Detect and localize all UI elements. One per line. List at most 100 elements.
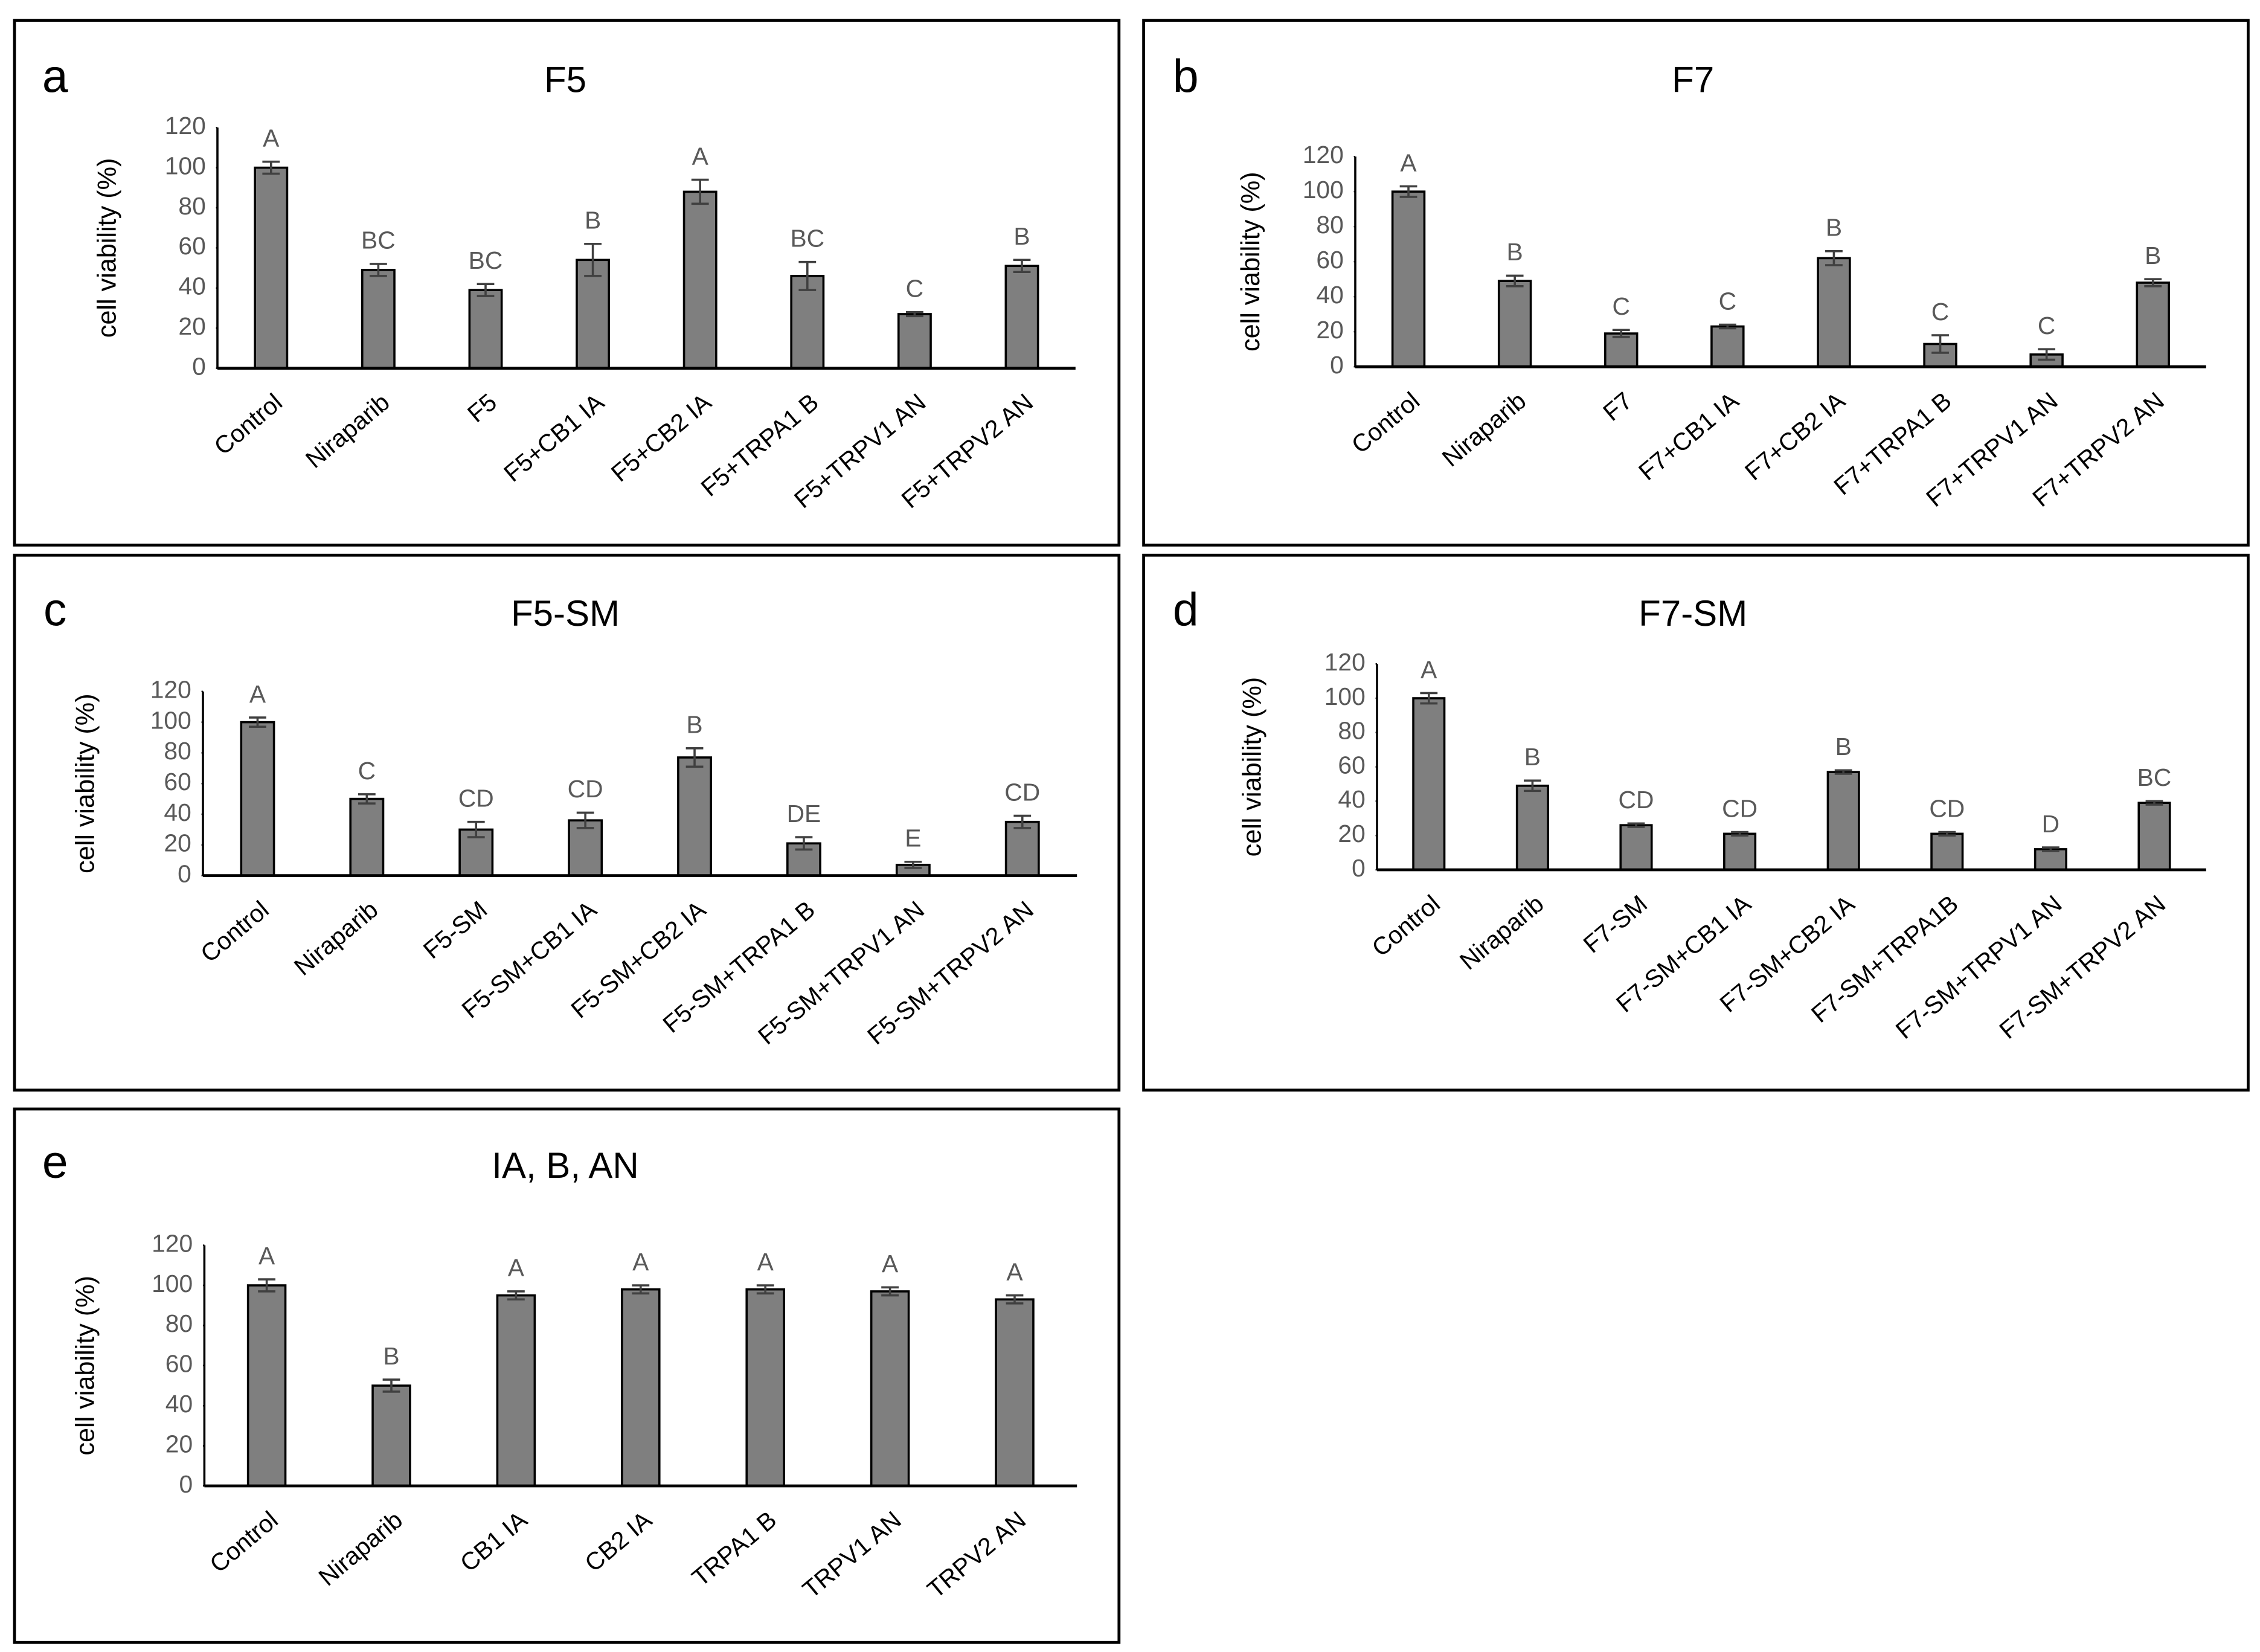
significance-letter: CD (568, 775, 603, 803)
panel-frame (13, 553, 1121, 1092)
y-tick-label: 100 (152, 1270, 193, 1297)
bar (468, 289, 503, 370)
x-tick-label: F7-SM (1578, 890, 1652, 959)
bar (240, 721, 275, 877)
significance-letter: A (632, 1248, 649, 1276)
bar (995, 1298, 1035, 1487)
panel-label: a (42, 50, 68, 102)
bar (1723, 832, 1757, 871)
significance-letter: CD (1619, 786, 1654, 814)
y-tick-label: 80 (165, 1310, 193, 1337)
y-axis-label: cell viability (%) (71, 1276, 100, 1456)
panel-frame (13, 19, 1121, 547)
y-tick-label: 40 (178, 272, 205, 300)
y-tick-label: 80 (178, 192, 205, 220)
x-tick-label: Niraparib (1454, 890, 1549, 975)
chart-title: F7-SM (1639, 593, 1747, 634)
significance-letter: CD (1722, 794, 1758, 822)
x-tick-label: F5-SM (418, 895, 492, 964)
x-tick-label: Control (209, 388, 287, 460)
significance-letter: B (1507, 238, 1523, 266)
bar (2034, 848, 2067, 871)
y-axis-label: cell viability (%) (92, 158, 121, 338)
y-tick-label: 120 (152, 1229, 193, 1257)
x-tick-label: CB2 IA (579, 1505, 657, 1577)
significance-letter: BC (790, 224, 824, 252)
bar (677, 756, 712, 877)
x-tick-label: F7+CB2 IA (1739, 386, 1851, 486)
significance-letter: DE (787, 800, 821, 828)
x-tick-label: F5+CB2 IA (606, 388, 717, 487)
significance-letter: BC (2137, 763, 2172, 791)
significance-letter: B (1835, 733, 1852, 760)
panel-frame (1142, 19, 2250, 547)
significance-letter: CD (1004, 778, 1040, 806)
significance-letter: A (1421, 655, 1437, 683)
y-tick-label: 0 (178, 860, 191, 887)
bar (1515, 785, 1549, 871)
y-tick-label: 20 (1316, 316, 1343, 344)
bar (1497, 280, 1532, 368)
y-tick-label: 100 (1324, 683, 1366, 710)
bar (870, 1290, 910, 1487)
x-tick-label: F7 (1597, 387, 1637, 426)
x-tick-label: TRPV1 AN (797, 1506, 907, 1604)
significance-letter: C (1931, 298, 1949, 326)
significance-letter: A (508, 1254, 525, 1282)
significance-letter: CD (1929, 794, 1965, 822)
significance-letter: CD (458, 784, 494, 812)
y-tick-label: 80 (1338, 717, 1365, 745)
significance-letter: B (1826, 214, 1842, 242)
chart-title: F5 (544, 60, 586, 100)
y-tick-label: 60 (1316, 246, 1343, 274)
significance-letter: D (2042, 810, 2059, 838)
significance-letter: A (258, 1242, 275, 1270)
significance-letter: E (905, 824, 921, 852)
y-tick-label: 60 (1338, 751, 1365, 779)
x-tick-label: Control (1346, 387, 1425, 459)
x-tick-label: F5 (462, 388, 502, 428)
x-tick-label: Control (195, 895, 274, 968)
y-tick-label: 20 (1338, 820, 1365, 847)
y-tick-label: 60 (178, 232, 205, 260)
y-tick-label: 0 (1352, 854, 1366, 882)
x-tick-label: Niraparib (313, 1506, 408, 1592)
y-tick-label: 120 (150, 676, 191, 704)
bar (1004, 820, 1040, 877)
x-tick-label: Niraparib (300, 388, 394, 474)
x-tick-label: Control (1367, 890, 1445, 962)
significance-letter: B (383, 1342, 399, 1370)
bar (1619, 824, 1653, 871)
panel-frame (1142, 553, 2250, 1092)
y-tick-label: 80 (164, 737, 191, 765)
panel-label: e (42, 1136, 68, 1188)
bar (496, 1294, 536, 1487)
significance-letter: B (686, 711, 702, 739)
y-tick-label: 60 (164, 768, 191, 795)
x-tick-label: TRPA1 B (687, 1506, 782, 1592)
y-tick-label: 100 (165, 152, 206, 179)
significance-letter: A (263, 124, 280, 152)
significance-letter: C (2038, 312, 2055, 339)
significance-letter: BC (361, 227, 396, 254)
bar (1710, 325, 1745, 368)
chart-title: F7 (1672, 60, 1714, 100)
x-tick-label: CB1 IA (455, 1505, 533, 1577)
panel-label: d (1173, 583, 1199, 635)
bar (1412, 697, 1446, 871)
significance-letter: B (2145, 242, 2161, 269)
y-axis-label: cell viability (%) (1238, 677, 1266, 857)
significance-letter: B (585, 207, 601, 234)
x-tick-label: F5+CB1 IA (498, 388, 609, 487)
y-tick-label: 20 (164, 829, 191, 857)
y-tick-label: 40 (1316, 281, 1343, 309)
significance-letter: A (757, 1248, 774, 1276)
y-tick-label: 100 (150, 706, 191, 734)
bar (568, 819, 603, 877)
y-tick-label: 40 (165, 1390, 193, 1418)
y-tick-label: 80 (1316, 211, 1343, 239)
bar (897, 313, 932, 370)
bar (621, 1288, 661, 1487)
bar (2137, 802, 2171, 871)
